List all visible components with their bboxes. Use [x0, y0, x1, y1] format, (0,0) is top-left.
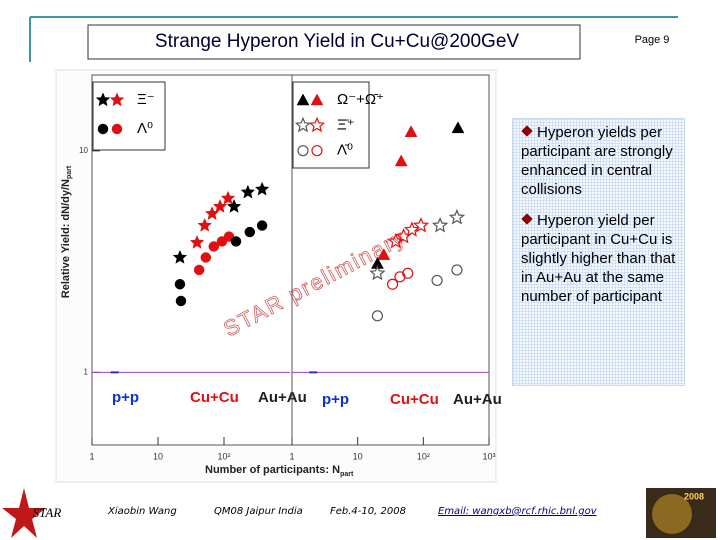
point	[451, 121, 465, 134]
legend-label: Ω⁻+Ω̄⁺	[337, 91, 384, 108]
logo-text: STAR	[33, 505, 62, 520]
point	[175, 295, 187, 307]
badge-emblem	[652, 494, 692, 534]
annotation: Cu+Cu	[390, 391, 439, 408]
slide-title: Strange Hyperon Yield in Cu+Cu@200GeV	[155, 31, 519, 52]
x-tick-label: 10	[353, 451, 363, 461]
legend-box	[292, 81, 370, 169]
page-number: Page 9	[635, 34, 670, 46]
point	[220, 190, 236, 205]
star-logo	[2, 488, 46, 538]
y-axis-label-sub: part	[66, 165, 73, 179]
point	[369, 264, 386, 281]
x-axis-label-main: Number of participants: N	[205, 464, 340, 476]
point	[193, 264, 205, 276]
y-tick-label: 10	[79, 146, 88, 155]
point	[230, 236, 242, 247]
legend-marker	[109, 92, 125, 107]
y-tick-label: 1	[84, 367, 89, 376]
point	[240, 184, 256, 199]
annotation: p+p	[322, 391, 349, 408]
point	[244, 226, 256, 238]
point	[254, 181, 270, 196]
point	[386, 278, 399, 290]
point	[412, 217, 430, 233]
y-axis-label: Relative Yield: dN/dy/Npart	[60, 165, 73, 298]
point	[208, 241, 220, 252]
bullet-text: Hyperon yields per participant are stron…	[521, 124, 673, 198]
point	[174, 278, 186, 290]
point	[189, 235, 205, 249]
x-axis-label: Number of participants: Npart	[205, 464, 354, 478]
point	[402, 267, 414, 279]
legend-marker	[310, 93, 324, 106]
y-axis-label-main: Relative Yield: dN/dy/N	[60, 179, 72, 298]
footer-conference: QM08 Jaipur India	[214, 506, 303, 517]
legend-label: Λ⁰	[137, 120, 153, 137]
annotation: p+p	[112, 389, 139, 406]
bullet-text: Hyperon yield per participant in Cu+Cu i…	[521, 212, 676, 305]
legend-box	[92, 81, 166, 151]
point	[404, 125, 418, 137]
legend-marker	[297, 145, 309, 157]
legend-marker	[111, 123, 123, 135]
annotation: Au+Au	[453, 391, 502, 408]
legend-label: Ξ⁻	[137, 91, 155, 108]
legend-label: Λ̄⁰	[337, 142, 353, 159]
point	[448, 208, 466, 225]
point	[394, 154, 408, 167]
legend-marker	[308, 116, 326, 133]
legend-marker	[97, 123, 109, 135]
point	[172, 249, 188, 264]
x-tick-label: 10²	[217, 451, 230, 461]
footer-author: Xiaobin Wang	[108, 506, 177, 517]
bullet-box: Hyperon yields per participant are stron…	[512, 118, 685, 386]
point	[256, 220, 268, 231]
point	[197, 217, 213, 232]
legend-marker	[296, 93, 310, 106]
point	[371, 310, 384, 322]
point	[431, 217, 449, 233]
x-tick-label: 1	[289, 451, 294, 461]
x-tick-label: 10³	[482, 451, 495, 461]
legend-marker	[294, 116, 312, 133]
badge-text: 2008	[684, 491, 704, 501]
legend-marker	[95, 92, 111, 107]
footer-date: Feb.4-10, 2008	[330, 506, 406, 517]
x-tick-label: 10	[153, 451, 163, 461]
footer-email: Email: wangxb@rcf.rhic.bnl.gov	[438, 506, 597, 517]
bullet: Hyperon yield per participant in Cu+Cu i…	[521, 211, 681, 306]
title-box	[87, 24, 581, 60]
point	[226, 198, 242, 213]
point	[377, 248, 391, 260]
x-tick-label: 1	[89, 451, 94, 461]
x-axis-label-sub: part	[340, 471, 354, 478]
bullet: Hyperon yields per participant are stron…	[521, 123, 681, 199]
annotation: Au+Au	[258, 389, 307, 406]
point	[403, 221, 421, 237]
point	[212, 198, 228, 213]
point	[451, 264, 463, 276]
legend-marker	[311, 145, 323, 157]
x-tick-label: 10²	[417, 451, 430, 461]
point	[431, 274, 443, 287]
legend-label: Ξ̄⁺	[337, 116, 355, 133]
point	[371, 256, 384, 269]
annotation: Cu+Cu	[190, 389, 239, 406]
point	[200, 252, 212, 263]
